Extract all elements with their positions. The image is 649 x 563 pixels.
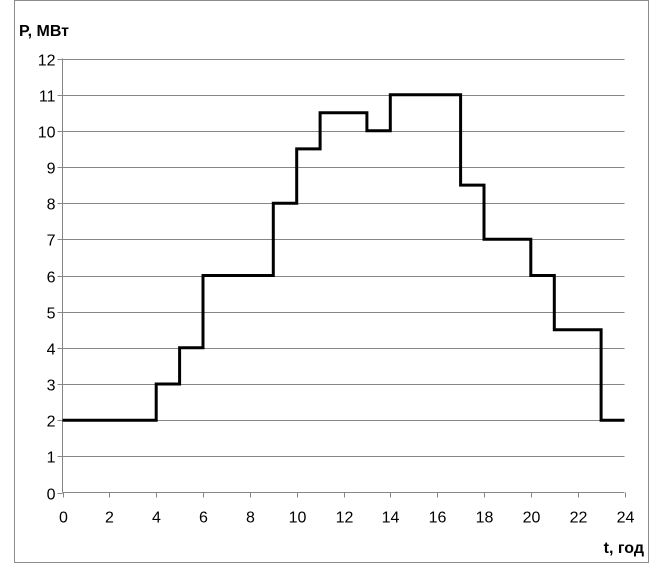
x-tick-label: 4 (152, 510, 161, 527)
x-tick-label: 16 (429, 510, 447, 527)
y-tick-label: 3 (47, 378, 56, 395)
x-tick-label: 8 (246, 510, 255, 527)
series-line-0 (62, 93, 625, 422)
x-tick-label: 12 (336, 510, 354, 527)
y-tick-label: 4 (47, 342, 56, 359)
y-tick-label: 0 (47, 487, 56, 504)
y-tick-label: 2 (47, 414, 56, 431)
y-tick-label: 10 (38, 125, 56, 142)
y-tick-label: 11 (39, 89, 56, 106)
y-tick-label: 5 (47, 306, 56, 323)
x-tick-label: 2 (105, 510, 114, 527)
x-tick-label: 18 (476, 510, 494, 527)
y-tick-label: 12 (38, 53, 56, 70)
y-tick-label: 1 (47, 450, 56, 467)
x-axis-label: t, год (604, 540, 644, 557)
y-axis-label: P, МВт (19, 23, 69, 40)
x-tick-label: 0 (59, 510, 68, 527)
grid-lines (62, 59, 625, 457)
x-tick-label: 6 (199, 510, 208, 527)
series-layer (62, 93, 625, 422)
y-tick-label: 6 (47, 270, 56, 287)
y-tick-label: 7 (47, 233, 56, 250)
x-tick-label: 10 (289, 510, 307, 527)
x-tick-label: 24 (617, 510, 635, 527)
y-tick-label: 8 (47, 197, 56, 214)
y-tick-label: 9 (47, 161, 56, 178)
x-tick-label: 22 (570, 510, 588, 527)
x-tick-label: 20 (523, 510, 541, 527)
x-tick-label: 14 (382, 510, 400, 527)
